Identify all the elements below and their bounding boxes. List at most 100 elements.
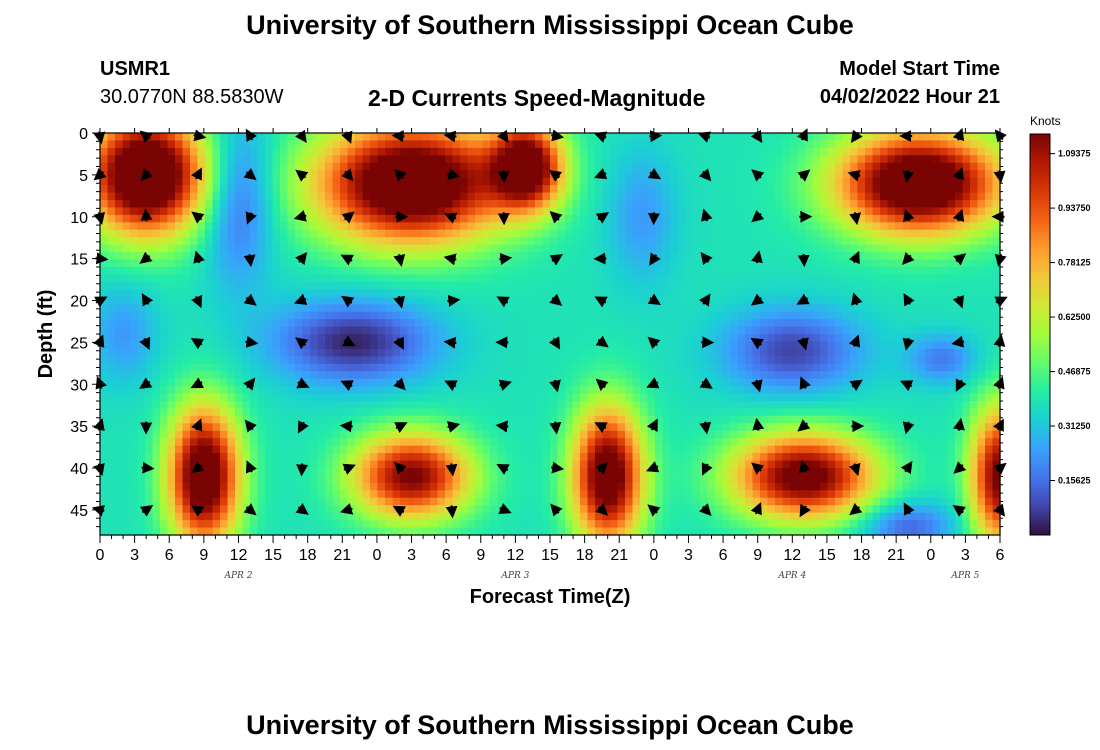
heat-cell [227,259,236,268]
heat-cell [347,415,356,424]
heat-cell [932,341,941,350]
heat-cell [730,334,739,343]
heat-cell [557,289,566,298]
heat-cell [925,319,934,328]
heat-cell [122,371,131,380]
heat-cell [610,162,619,171]
heat-cell [677,356,686,365]
heat-cell [272,281,281,290]
heat-cell [340,289,349,298]
heat-cell [655,296,664,305]
heat-cell [685,296,694,305]
heat-cell [130,222,139,231]
heat-cell [640,304,649,313]
heat-cell [670,326,679,335]
heat-cell [347,267,356,276]
heat-cell [520,185,529,194]
heat-cell [445,363,454,372]
heat-cell [820,229,829,238]
heat-cell [227,393,236,402]
heat-cell [715,289,724,298]
heat-cell [865,281,874,290]
heat-cell [452,415,461,424]
heat-cell [445,334,454,343]
heat-cell [347,200,356,209]
heat-cell [272,423,281,432]
heat-cell [130,177,139,186]
heat-cell [527,423,536,432]
heat-cell [782,259,791,268]
heat-cell [415,133,424,142]
heat-cell [602,334,611,343]
heat-cell [422,252,431,261]
heat-cell [932,162,941,171]
heat-cell [565,252,574,261]
heat-cell [617,281,626,290]
heat-cell [572,177,581,186]
heat-cell [385,348,394,357]
heat-cell [715,408,724,417]
heat-cell [535,348,544,357]
heat-cell [925,356,934,365]
heat-cell [392,401,401,410]
heat-cell [520,430,529,439]
heat-cell [100,192,109,201]
heat-cell [610,378,619,387]
heat-cell [827,274,836,283]
heat-cell [445,162,454,171]
heat-cell [377,415,386,424]
heat-cell [895,289,904,298]
heat-cell [437,229,446,238]
heat-cell [160,363,169,372]
heat-cell [647,267,656,276]
heat-cell [370,371,379,380]
heat-cell [737,415,746,424]
heat-cell [332,393,341,402]
heat-cell [467,140,476,149]
heat-cell [362,334,371,343]
heat-cell [902,393,911,402]
heat-cell [542,334,551,343]
heat-cell [422,393,431,402]
heat-cell [977,162,986,171]
heat-cell [947,341,956,350]
heat-cell [917,207,926,216]
heat-cell [910,133,919,142]
heat-cell [715,267,724,276]
heat-cell [445,140,454,149]
heat-cell [587,334,596,343]
heat-cell [160,341,169,350]
heat-cell [280,147,289,156]
heat-cell [302,371,311,380]
heat-cell [902,155,911,164]
heat-cell [932,207,941,216]
heat-cell [152,386,161,395]
heat-cell [812,214,821,223]
heat-cell [940,371,949,380]
heat-cell [287,133,296,142]
heat-cell [302,281,311,290]
heat-cell [970,386,979,395]
heat-cell [872,229,881,238]
heat-cell [970,326,979,335]
heat-cell [407,252,416,261]
heat-cell [730,162,739,171]
heat-cell [632,155,641,164]
heat-cell [430,252,439,261]
heat-cell [662,147,671,156]
heat-cell [857,170,866,179]
heat-cell [812,334,821,343]
heat-cell [737,147,746,156]
heat-cell [752,281,761,290]
heat-cell [475,386,484,395]
heat-cell [550,356,559,365]
heat-cell [835,386,844,395]
heat-cell [475,393,484,402]
heat-cell [287,423,296,432]
heat-cell [512,133,521,142]
heat-cell [835,147,844,156]
heat-cell [940,363,949,372]
heat-cell [460,140,469,149]
heat-cell [872,133,881,142]
heat-cell [400,267,409,276]
